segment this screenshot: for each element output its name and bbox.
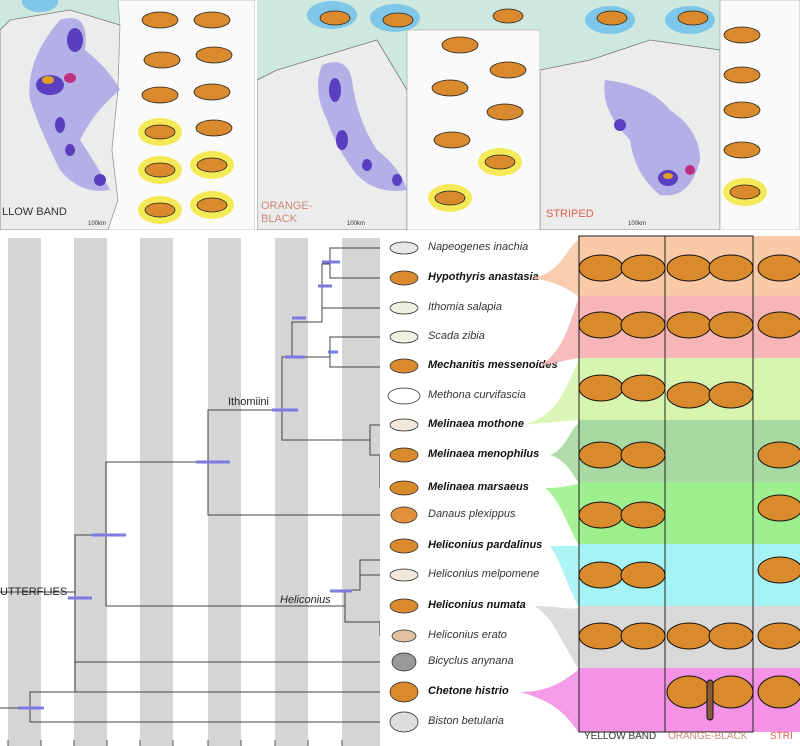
taxon-1: Hypothyris anastasia	[428, 271, 539, 283]
mimicry-band-4	[578, 482, 800, 544]
map-striped	[540, 0, 800, 230]
node-error-bars	[18, 260, 352, 710]
taxon-6: Melinaea mothone	[428, 418, 524, 430]
taxon-8: Melinaea marsaeus	[428, 481, 529, 493]
taxon-0: Napeogenes inachia	[428, 241, 529, 253]
phylogeny-tree	[0, 238, 380, 746]
mimicry-band-6	[578, 606, 800, 668]
taxon-16: Biston betularia	[428, 715, 504, 727]
map-label-orange-black-1: ORANGE-	[261, 200, 313, 212]
column-header-orange-black: ORANGE-BLACK	[668, 731, 748, 742]
map-scale-yellow-band: 100km	[88, 221, 107, 227]
taxon-11: Heliconius melpomene	[428, 568, 540, 580]
taxon-12: Heliconius numata	[428, 599, 526, 611]
mimicry-band-2	[578, 358, 800, 420]
taxon-10: Heliconius pardalinus	[428, 539, 543, 551]
map-scale-orange-black: 100km	[347, 221, 366, 227]
clade-label-ithomiini: Ithomiini	[228, 396, 269, 408]
taxon-14: Bicyclus anynana	[428, 655, 514, 667]
map-panel-striped: STRIPED 100km	[540, 0, 800, 230]
mimicry-band-1	[578, 296, 800, 358]
taxon-5: Methona curvifascia	[428, 389, 526, 401]
tree-branches	[0, 247, 380, 723]
taxon-7: Melinaea menophilus	[428, 448, 540, 460]
taxon-4: Mechanitis messenoides	[428, 359, 558, 371]
x-axis-ticks	[7, 740, 343, 746]
taxon-15: Chetone histrio	[428, 685, 509, 697]
clade-label-heliconius: Heliconius	[280, 594, 331, 606]
time-stripes	[8, 238, 380, 746]
map-scale-striped: 100km	[628, 221, 647, 227]
map-label-yellow-band: LLOW BAND	[2, 206, 67, 218]
column-header-yellow-band: YELLOW BAND	[584, 731, 657, 742]
map-label-striped: STRIPED	[546, 208, 594, 220]
taxon-3: Scada zibia	[428, 330, 485, 342]
map-label-orange-black-2: BLACK	[261, 213, 298, 225]
column-header-striped: STRI	[770, 731, 793, 742]
taxon-2: Ithomia salapia	[428, 301, 502, 313]
clade-label-butterflies: UTTERFLIES	[0, 586, 68, 598]
taxon-9: Danaus plexippus	[428, 508, 516, 520]
mimicry-band-7	[578, 668, 800, 732]
map-panel-orange-black: ORANGE- BLACK 100km	[257, 0, 540, 230]
mimicry-band-5	[578, 544, 800, 606]
map-orange-black	[257, 0, 540, 230]
taxon-13: Heliconius erato	[428, 629, 507, 641]
mimicry-band-0	[578, 236, 800, 296]
mimicry-band-3	[578, 420, 800, 482]
